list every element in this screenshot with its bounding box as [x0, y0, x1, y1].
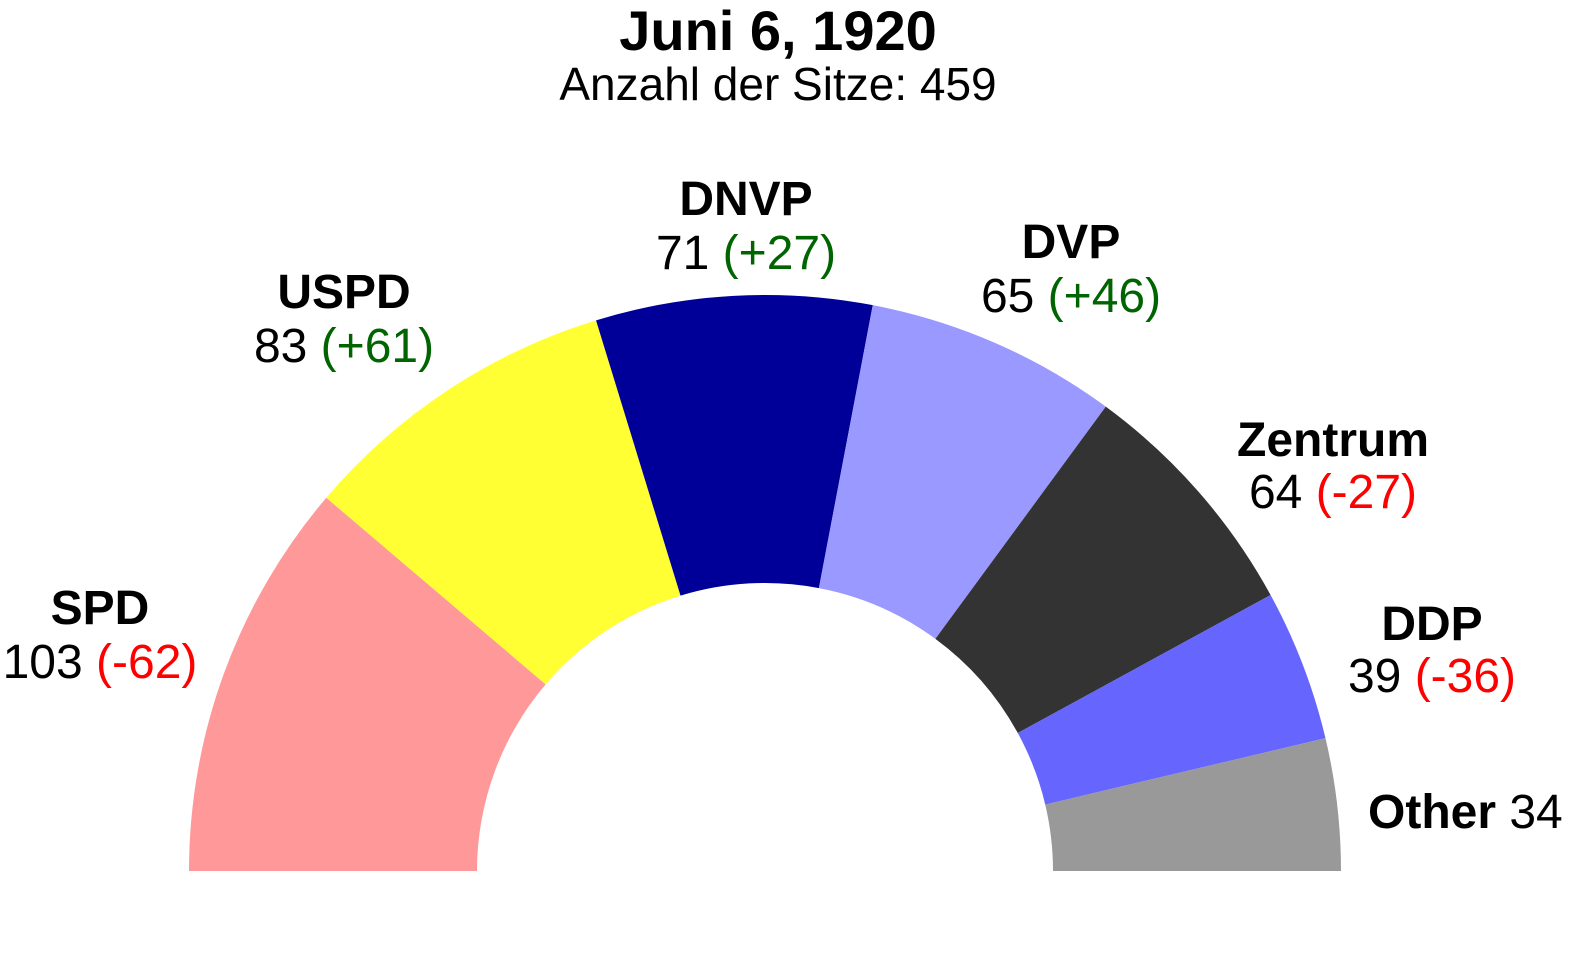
party-seats-spd: 103 (-62): [3, 636, 198, 689]
party-name-other: Other: [1368, 786, 1509, 839]
slice-other: [1045, 738, 1341, 871]
slice-uspd: [326, 320, 681, 685]
slice-spd: [189, 497, 546, 871]
party-seats-zentrum: 64 (-27): [1249, 466, 1417, 519]
chart-title: Juni 6, 1920: [619, 0, 937, 62]
slice-zentrum: [935, 406, 1271, 734]
seat-change: (-36): [1415, 650, 1516, 703]
seat-count: 65: [981, 270, 1048, 323]
party-seats-uspd: 83 (+61): [254, 320, 434, 373]
party-seats-dnvp: 71 (+27): [656, 227, 836, 280]
slice-dnvp: [596, 295, 873, 596]
seat-change: (+46): [1048, 270, 1161, 323]
slice-ddp: [1017, 595, 1326, 805]
seat-count: 103: [3, 636, 96, 689]
seat-change: (+61): [321, 320, 434, 373]
party-seats-other: 34: [1509, 786, 1562, 839]
party-name-zentrum: Zentrum: [1237, 414, 1429, 467]
slices-group: [189, 295, 1341, 871]
party-seats-dvp: 65 (+46): [981, 270, 1161, 323]
party-name-ddp: DDP: [1381, 598, 1482, 651]
seat-count: 64: [1249, 466, 1316, 519]
party-name-dnvp: DNVP: [679, 173, 812, 226]
slice-dvp: [818, 305, 1106, 639]
party-seats-ddp: 39 (-36): [1348, 650, 1516, 703]
label-other: Other 34: [1368, 786, 1563, 839]
seat-count: 83: [254, 320, 321, 373]
party-name-spd: SPD: [51, 582, 150, 635]
seat-change: (+27): [723, 227, 836, 280]
seat-change: (-62): [96, 636, 197, 689]
party-name-dvp: DVP: [1022, 216, 1121, 269]
seat-change: (-27): [1316, 466, 1417, 519]
seat-count: 39: [1348, 650, 1415, 703]
party-name-uspd: USPD: [277, 266, 410, 319]
seat-count: 71: [656, 227, 723, 280]
chart-subtitle: Anzahl der Sitze: 459: [559, 58, 996, 110]
